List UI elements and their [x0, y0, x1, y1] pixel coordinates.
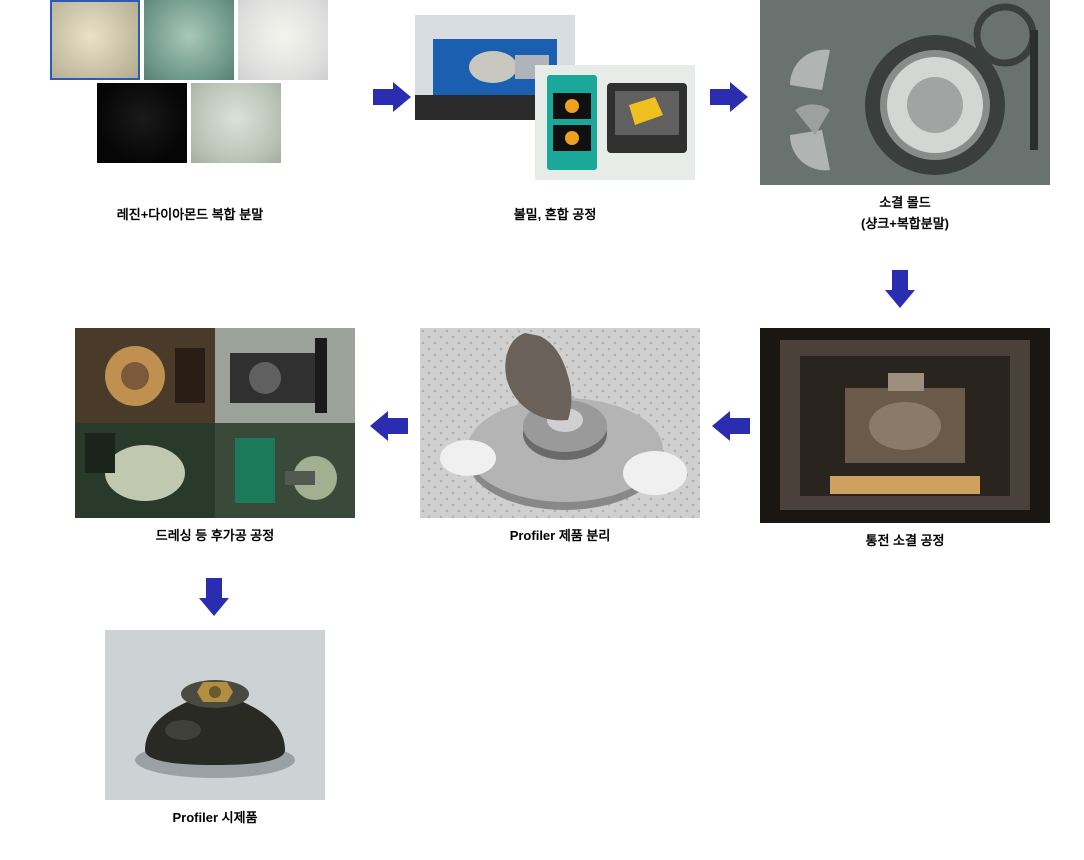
step-separation: Profiler 제품 분리 [420, 328, 700, 547]
step3-sublabel: (샹크+복합분말) [861, 216, 949, 231]
powder-tile [238, 0, 328, 80]
step-ballmill: 볼밀, 혼합 공정 [415, 15, 695, 226]
step1-caption: 레진+다이아몬드 복합 분말 [117, 205, 263, 226]
dressing-photos [75, 328, 355, 518]
step3-caption: 소결 몰드 (샹크+복합분말) [861, 193, 949, 235]
product-photo [105, 630, 325, 800]
powder-tile [191, 83, 281, 163]
powder-tile [50, 0, 140, 80]
powder-tile [97, 83, 187, 163]
arrow-5 [370, 411, 408, 441]
powder-tile [144, 0, 234, 80]
mixer-machine-photo [535, 65, 695, 180]
step6-caption: 드레싱 등 후가공 공정 [156, 526, 274, 547]
step3-label: 소결 몰드 [879, 195, 930, 210]
mold-photo [760, 0, 1050, 185]
dressing-photo-4 [215, 423, 355, 518]
arrow-3 [885, 270, 915, 308]
step2-caption: 볼밀, 혼합 공정 [514, 205, 597, 226]
step-mold: 소결 몰드 (샹크+복합분말) [760, 0, 1050, 235]
separation-photo [420, 328, 700, 518]
arrow-6 [199, 578, 229, 616]
arrow-1 [373, 82, 411, 112]
dressing-photo-2 [215, 328, 355, 423]
step-powder: 레진+다이아몬드 복합 분말 [30, 0, 350, 226]
arrow-2 [710, 82, 748, 112]
dressing-photo-1 [75, 328, 215, 423]
step-sintering: 통전 소결 공정 [760, 328, 1050, 552]
ballmill-photos [415, 15, 695, 180]
dressing-photo-3 [75, 423, 215, 518]
step5-caption: Profiler 제품 분리 [510, 526, 611, 547]
sintering-photo [760, 328, 1050, 523]
arrow-4 [712, 411, 750, 441]
step-product: Profiler 시제품 [105, 630, 325, 829]
step7-caption: Profiler 시제품 [172, 808, 257, 829]
step-dressing: 드레싱 등 후가공 공정 [75, 328, 355, 547]
step4-caption: 통전 소결 공정 [866, 531, 945, 552]
powder-photo-grid [30, 0, 350, 165]
